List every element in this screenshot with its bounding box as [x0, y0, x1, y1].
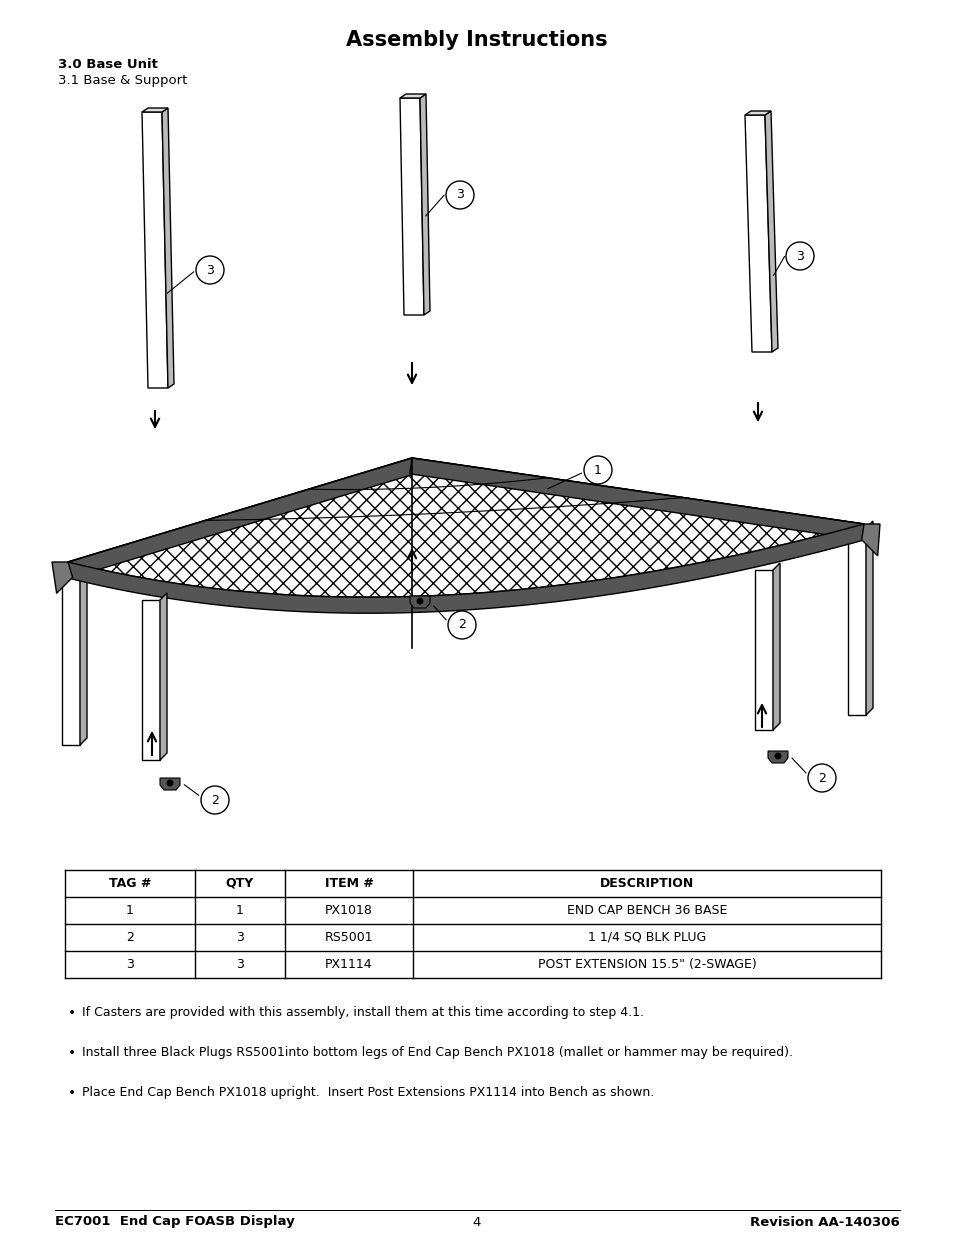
Polygon shape	[62, 564, 80, 745]
Text: 3: 3	[795, 249, 803, 263]
Circle shape	[774, 752, 781, 760]
Text: RS5001: RS5001	[324, 931, 373, 944]
Polygon shape	[68, 458, 863, 598]
Bar	[65, 869, 880, 897]
Polygon shape	[767, 751, 787, 763]
Bar	[65, 897, 880, 924]
Polygon shape	[399, 94, 426, 98]
Polygon shape	[847, 529, 865, 715]
Text: TAG #: TAG #	[109, 877, 151, 890]
Circle shape	[195, 256, 224, 284]
Polygon shape	[142, 600, 160, 760]
Text: 4: 4	[473, 1215, 480, 1229]
Circle shape	[583, 456, 612, 484]
Circle shape	[807, 764, 835, 792]
Polygon shape	[142, 107, 168, 112]
Text: END CAP BENCH 36 BASE: END CAP BENCH 36 BASE	[566, 904, 726, 918]
Polygon shape	[764, 111, 778, 352]
Text: 3.0 Base Unit: 3.0 Base Unit	[58, 58, 157, 70]
Text: EC7001  End Cap FOASB Display: EC7001 End Cap FOASB Display	[55, 1215, 294, 1229]
Text: 2: 2	[818, 772, 825, 784]
Bar	[65, 951, 880, 978]
Text: 2: 2	[126, 931, 133, 944]
Polygon shape	[744, 115, 771, 352]
Text: •: •	[68, 1086, 76, 1100]
Text: 3: 3	[206, 263, 213, 277]
Text: ITEM #: ITEM #	[324, 877, 373, 890]
Polygon shape	[754, 571, 772, 730]
Text: 3: 3	[126, 958, 133, 971]
Text: If Casters are provided with this assembly, install them at this time according : If Casters are provided with this assemb…	[82, 1007, 643, 1019]
Polygon shape	[162, 107, 173, 388]
Circle shape	[416, 598, 423, 604]
Circle shape	[446, 182, 474, 209]
Circle shape	[201, 785, 229, 814]
Text: Assembly Instructions: Assembly Instructions	[346, 30, 607, 49]
Text: •: •	[68, 1046, 76, 1060]
Text: Place End Cap Bench PX1018 upright.  Insert Post Extensions PX1114 into Bench as: Place End Cap Bench PX1018 upright. Inse…	[82, 1086, 654, 1099]
Text: 3: 3	[235, 958, 244, 971]
Polygon shape	[419, 94, 430, 315]
Text: Install three Black Plugs RS5001into bottom legs of End Cap Bench PX1018 (mallet: Install three Black Plugs RS5001into bot…	[82, 1046, 792, 1058]
Polygon shape	[68, 458, 863, 598]
Text: DESCRIPTION: DESCRIPTION	[599, 877, 694, 890]
Text: Revision AA-140306: Revision AA-140306	[749, 1215, 899, 1229]
Bar	[65, 924, 880, 951]
Text: 3.1 Base & Support: 3.1 Base & Support	[58, 74, 187, 86]
Circle shape	[785, 242, 813, 270]
Polygon shape	[409, 458, 863, 540]
Polygon shape	[865, 521, 872, 715]
Circle shape	[448, 611, 476, 638]
Polygon shape	[142, 112, 168, 388]
Text: 1: 1	[594, 463, 601, 477]
Polygon shape	[80, 558, 87, 745]
Polygon shape	[52, 562, 72, 593]
Text: •: •	[68, 1007, 76, 1020]
Polygon shape	[744, 111, 770, 115]
Circle shape	[167, 779, 173, 787]
Text: 1 1/4 SQ BLK PLUG: 1 1/4 SQ BLK PLUG	[587, 931, 705, 944]
Polygon shape	[160, 593, 167, 760]
Polygon shape	[410, 597, 430, 608]
Text: 3: 3	[456, 189, 463, 201]
Text: PX1018: PX1018	[325, 904, 373, 918]
Text: 3: 3	[235, 931, 244, 944]
Polygon shape	[68, 524, 863, 614]
Text: 2: 2	[211, 794, 218, 806]
Text: POST EXTENSION 15.5" (2-SWAGE): POST EXTENSION 15.5" (2-SWAGE)	[537, 958, 756, 971]
Polygon shape	[772, 563, 780, 730]
Text: 1: 1	[235, 904, 244, 918]
Text: PX1114: PX1114	[325, 958, 373, 971]
Polygon shape	[399, 98, 423, 315]
Text: 1: 1	[126, 904, 133, 918]
Polygon shape	[160, 778, 180, 790]
Text: QTY: QTY	[226, 877, 253, 890]
Polygon shape	[68, 458, 416, 577]
Text: 2: 2	[457, 619, 465, 631]
Polygon shape	[861, 524, 879, 556]
